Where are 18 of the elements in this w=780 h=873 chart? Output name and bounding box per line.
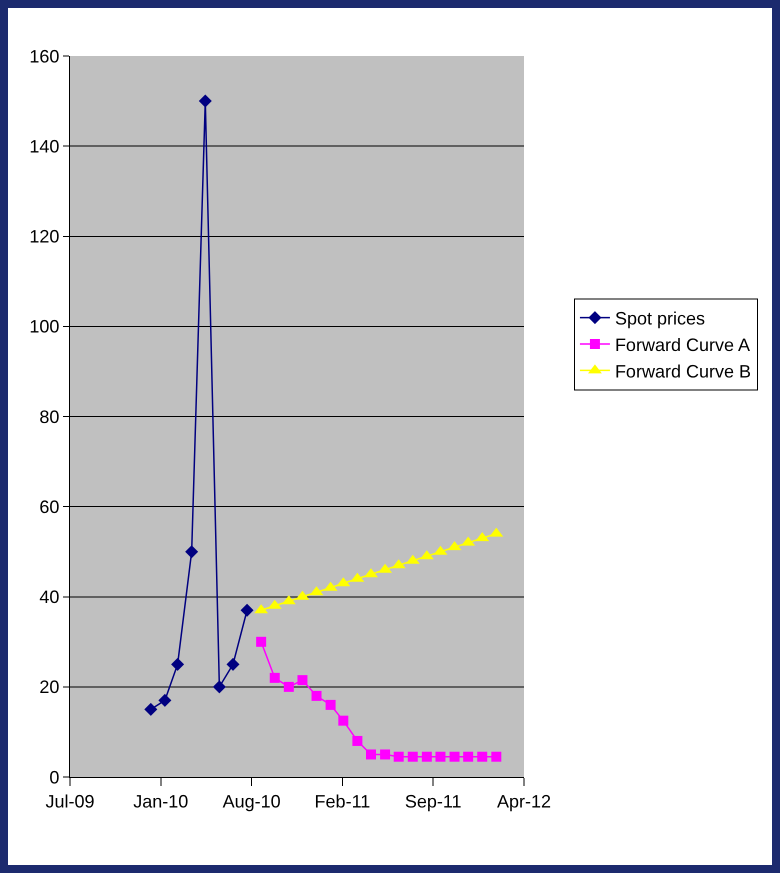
y-tick-label: 140 xyxy=(29,136,60,156)
legend-label: Spot prices xyxy=(614,308,705,329)
y-tick-label: 80 xyxy=(39,406,60,427)
x-tick-label: Jul-09 xyxy=(45,792,95,812)
legend-label: Forward Curve A xyxy=(614,335,750,356)
x-tick-label: Aug-10 xyxy=(222,792,281,812)
legend-label: Forward Curve B xyxy=(614,361,751,382)
x-tick-label: Feb-11 xyxy=(314,792,370,812)
y-tick-label: 160 xyxy=(29,46,60,66)
y-tick-label: 0 xyxy=(49,767,60,788)
y-tick-label: 20 xyxy=(39,677,60,698)
x-tick-label: Apr-12 xyxy=(496,792,552,812)
x-tick-label: Sep-11 xyxy=(404,792,462,812)
y-tick-label: 120 xyxy=(29,226,60,247)
y-tick-label: 100 xyxy=(29,316,60,337)
y-tick-label: 40 xyxy=(39,587,60,608)
x-tick-label: Jan-10 xyxy=(133,792,188,812)
y-tick-label: 60 xyxy=(39,496,60,517)
